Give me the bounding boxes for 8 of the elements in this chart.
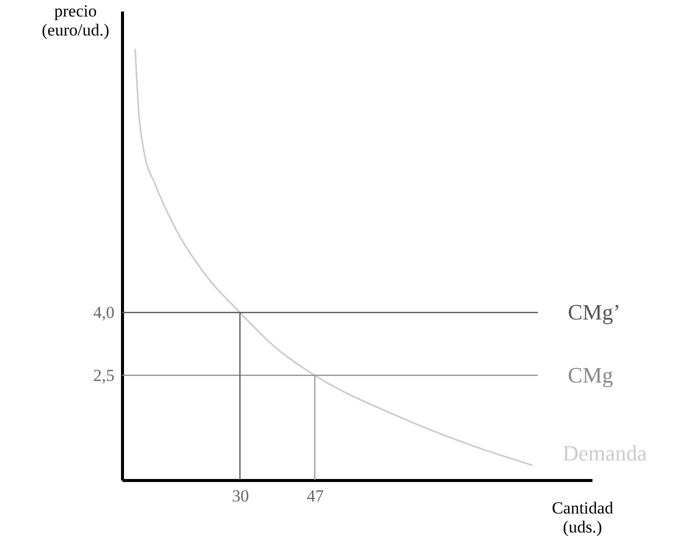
y-tick-label: 4,0 (93, 303, 114, 322)
x-axis-title: Cantidad (uds.) (552, 498, 614, 536)
series-label: CMg’ (568, 300, 620, 324)
x-tick-label: 30 (232, 486, 249, 506)
series-label: CMg (568, 362, 614, 388)
y-tick-label: 2,5 (93, 366, 114, 385)
y-axis-title: precio (euro/ud.) (42, 2, 110, 40)
x-tick-label: 47 (306, 486, 324, 506)
